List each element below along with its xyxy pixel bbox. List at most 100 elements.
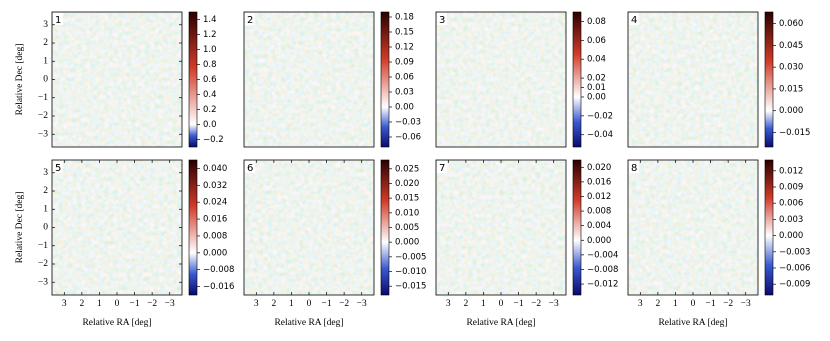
colorbar-tick-label: 0.2 (203, 105, 217, 115)
x-tick-label: −1 (706, 299, 716, 309)
colorbar-tick-label: −0.016 (203, 282, 234, 292)
y-tick-label: −2 (38, 111, 48, 121)
colorbar-tick-label: 0.18 (395, 13, 414, 23)
colorbar (380, 11, 390, 148)
x-tick-label: 0 (499, 299, 504, 309)
map-image (52, 12, 182, 147)
x-tick-label: 1 (289, 299, 294, 309)
colorbar (572, 11, 582, 148)
colorbar-tick-label: −0.010 (395, 267, 426, 277)
colorbar-tick-label: 0.000 (395, 238, 419, 248)
colorbar-tick-label: 0.08 (587, 17, 606, 27)
y-tick-label: −3 (38, 129, 48, 139)
x-tick-label: 3 (446, 299, 451, 309)
x-tick-label: −1 (130, 299, 140, 309)
colorbar-tick-label: 0.03 (395, 88, 414, 98)
colorbar-tick-label: 1.0 (203, 45, 217, 55)
panel-label-box (53, 13, 63, 25)
x-tick-label: 0 (307, 299, 312, 309)
colorbar-tick-label: 0.000 (587, 236, 611, 246)
colorbar-tick-label: 0.016 (203, 215, 227, 225)
x-tick-label: −3 (549, 299, 559, 309)
y-tick-label: 3 (43, 20, 48, 30)
panel-label: 1 (55, 15, 61, 26)
colorbar-tick-label: −0.02 (587, 111, 613, 121)
y-tick-label: 1 (43, 56, 48, 66)
map-image (52, 160, 182, 295)
x-tick-label: 3 (638, 299, 643, 309)
colorbar-tick-label: 0.00 (587, 92, 606, 102)
colorbar-tick-label: −0.005 (395, 252, 426, 262)
colorbar-tick-label: 1.2 (203, 30, 217, 40)
colorbar-tick-label: 0.003 (779, 215, 803, 225)
colorbar-tick-label: 0.000 (779, 231, 803, 241)
colorbar-tick-label: 0.008 (203, 231, 227, 241)
colorbar-tick-label: 0.09 (395, 58, 414, 68)
x-tick-label: −2 (339, 299, 349, 309)
map-image (436, 160, 566, 295)
colorbar-tick-label: 0.010 (395, 208, 419, 218)
colorbar-tick-label: 0.8 (203, 60, 217, 70)
colorbar-tick-label: 0.06 (395, 73, 414, 83)
colorbar-tick-label: 0.060 (779, 19, 803, 29)
panel-label-box (629, 13, 639, 25)
x-axis-label: Relative RA [deg] (658, 318, 727, 328)
y-tick-label: 1 (43, 204, 48, 214)
x-tick-label: 0 (115, 299, 120, 309)
colorbar-tick-label: −0.008 (587, 265, 618, 275)
colorbar (188, 159, 198, 296)
panel-label: 2 (247, 15, 253, 26)
colorbar (572, 159, 582, 296)
panel-label-box (53, 161, 63, 173)
y-tick-label: 0 (43, 75, 48, 85)
x-tick-label: −2 (723, 299, 733, 309)
colorbar-tick-label: 0.032 (203, 181, 227, 191)
colorbar-tick-label: 0.02 (587, 74, 606, 84)
colorbar-tick-label: 0.4 (203, 90, 217, 100)
colorbar-tick-label: 0.000 (779, 106, 803, 116)
colorbar-tick-label: −0.015 (395, 282, 426, 292)
x-tick-label: 2 (271, 299, 276, 309)
x-tick-label: −1 (322, 299, 332, 309)
colorbar-tick-label: −0.03 (395, 118, 421, 128)
y-tick-label: 3 (43, 168, 48, 178)
panel-label: 4 (631, 15, 637, 26)
x-axis-label: Relative RA [deg] (274, 318, 343, 328)
colorbar-tick-label: 0.12 (395, 43, 414, 53)
colorbar-tick-label: −0.04 (587, 130, 613, 140)
y-axis-label: Relative Dec [deg] (15, 192, 25, 264)
colorbar-tick-label: 0.015 (395, 194, 419, 204)
x-tick-label: 3 (62, 299, 67, 309)
map-image (244, 12, 374, 147)
panel-label: 6 (247, 163, 253, 174)
y-tick-label: −1 (38, 241, 48, 251)
x-tick-label: 2 (463, 299, 468, 309)
panel-label: 7 (439, 163, 445, 174)
x-tick-label: −3 (357, 299, 367, 309)
x-tick-label: 2 (79, 299, 84, 309)
y-tick-label: 0 (43, 223, 48, 233)
colorbar-tick-label: 0.009 (779, 183, 803, 193)
y-tick-label: 2 (43, 186, 48, 196)
colorbar-tick-label: 0.005 (395, 223, 419, 233)
x-tick-label: 1 (673, 299, 678, 309)
colorbar-tick-label: 0.0 (203, 120, 217, 130)
panel-label: 3 (439, 15, 445, 26)
colorbar-tick-label: 0.045 (779, 41, 803, 51)
colorbar-tick-label: 0.008 (587, 207, 611, 217)
colorbar-tick-label: 0.024 (203, 198, 227, 208)
colorbar-tick-label: −0.015 (779, 128, 810, 138)
x-tick-label: −2 (531, 299, 541, 309)
panel-label: 5 (55, 163, 61, 174)
x-tick-label: 1 (97, 299, 102, 309)
colorbar-tick-label: 0.020 (395, 179, 419, 189)
colorbar-tick-label: −0.003 (779, 247, 810, 257)
colorbar-tick-label: 0.00 (395, 103, 414, 113)
colorbar-tick-label: 0.01 (587, 83, 606, 93)
y-tick-label: −2 (38, 259, 48, 269)
colorbar-tick-label: 0.06 (587, 36, 606, 46)
x-tick-label: −2 (147, 299, 157, 309)
panel-label-box (245, 13, 255, 25)
panel-label-box (437, 13, 447, 25)
map-image (244, 160, 374, 295)
